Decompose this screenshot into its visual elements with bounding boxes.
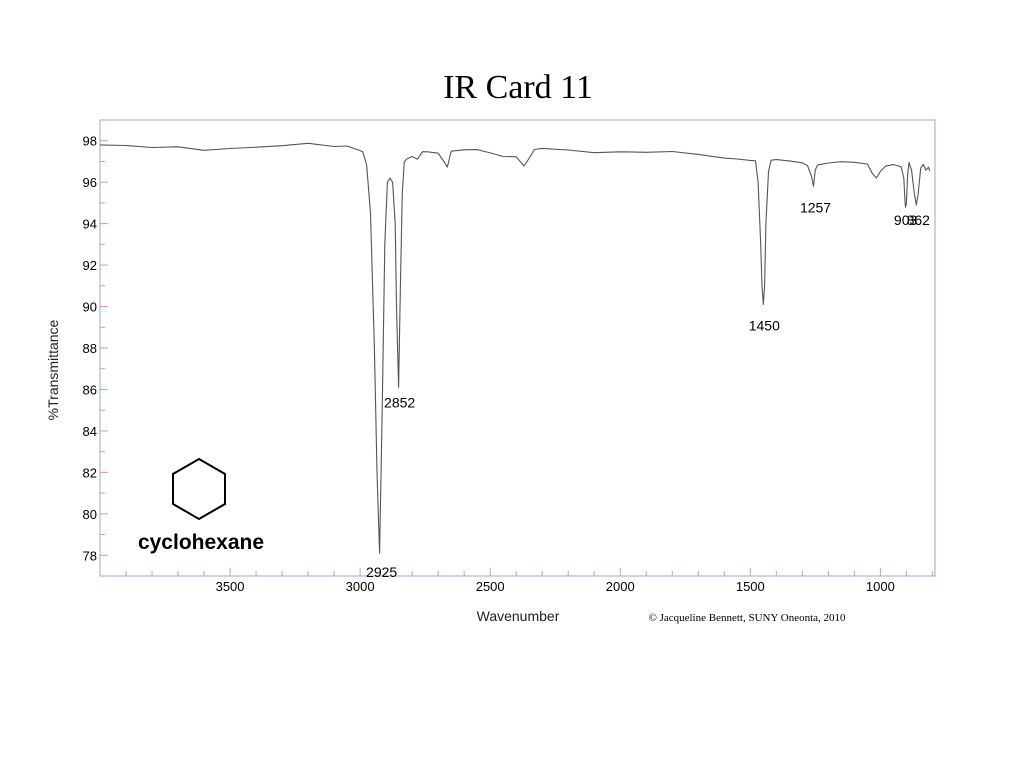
compound-name: cyclohexane (138, 531, 264, 554)
y-tick-label: 84 (83, 424, 97, 439)
copyright-credit: © Jacqueline Bennett, SUNY Oneonta, 2010 (648, 612, 846, 624)
x-axis-label: Wavenumber (477, 608, 560, 624)
x-tick-label: 1500 (736, 579, 765, 594)
x-tick-label: 1000 (866, 579, 895, 594)
x-tick-label: 3500 (216, 579, 245, 594)
x-tick-label: 2500 (476, 579, 505, 594)
minor-ticks (100, 160, 933, 576)
peak-label-903: 903 (894, 212, 918, 228)
y-tick-label: 86 (83, 382, 97, 397)
y-tick-label: 80 (83, 507, 97, 522)
x-tick-label: 3000 (346, 579, 375, 594)
peak-label-1257: 1257 (800, 199, 831, 215)
y-tick-label: 78 (83, 548, 97, 563)
peak-label-2925: 2925 (366, 564, 397, 580)
y-tick-label: 96 (83, 175, 97, 190)
x-tick-label: 2000 (606, 579, 635, 594)
hexagon-icon (172, 457, 226, 521)
y-tick-label: 90 (83, 300, 97, 315)
spectrum-line (99, 142, 931, 554)
y-tick-label: 82 (83, 465, 97, 480)
y-tick-label: 98 (83, 134, 97, 149)
y-axis-label: %Transmittance (45, 319, 61, 420)
y-tick-label: 94 (83, 217, 97, 232)
peak-label-862: 862 (907, 212, 931, 228)
plot-area (99, 119, 936, 577)
y-axis-ticks: 78 80 82 84 86 88 90 92 94 96 98 (83, 134, 108, 563)
y-tick-label: 88 (83, 341, 97, 356)
y-tick-label: 92 (83, 258, 97, 273)
chart-title: IR Card 11 (443, 69, 593, 106)
peak-label-1450: 1450 (749, 317, 780, 333)
peak-label-2852: 2852 (384, 394, 415, 410)
x-axis-ticks: 3500 3000 2500 2000 1500 1000 (216, 568, 895, 594)
